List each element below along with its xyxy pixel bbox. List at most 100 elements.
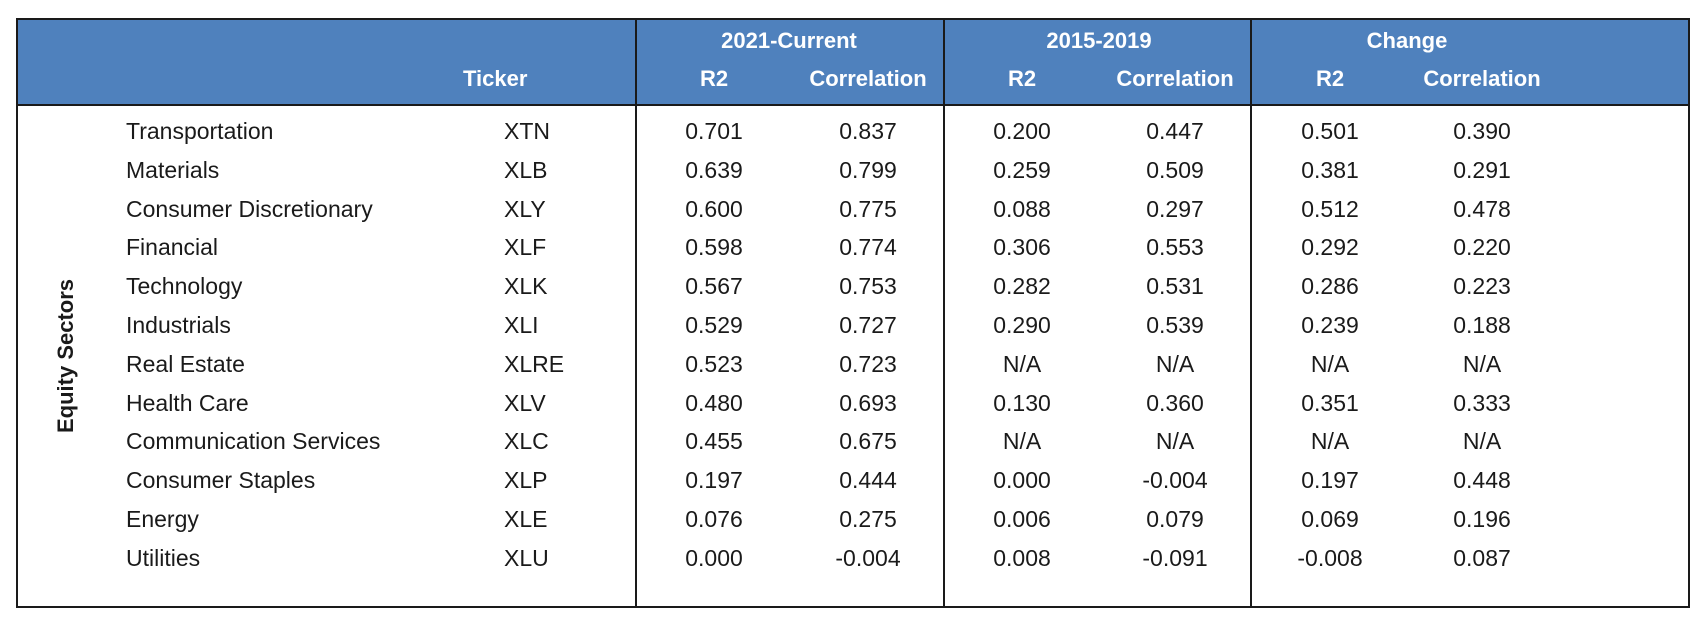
value-2015-correlation: -0.091 bbox=[1142, 544, 1208, 571]
sector-correlation-table: 2021-Current 2015-2019 Change Ticker R2 … bbox=[16, 18, 1690, 608]
value-2015-r2: N/A bbox=[1002, 428, 1042, 455]
subheader-2021-correlation: Correlation bbox=[809, 66, 927, 91]
ticker-cell: XLP bbox=[504, 467, 548, 494]
value-change-correlation: 0.188 bbox=[1453, 312, 1511, 338]
sector-name: Utilities bbox=[126, 544, 201, 571]
table-row: Real Estate XLRE 0.523 0.723 N/A N/A N/A N/A bbox=[18, 343, 1688, 385]
table-row: Transportation XTN 0.701 0.837 0.200 0.447 0.5… bbox=[18, 110, 1688, 152]
ticker-cell: XLC bbox=[504, 428, 549, 455]
value-change-correlation: 0.291 bbox=[1453, 156, 1511, 183]
subheader-2015-correlation: Correlation bbox=[1116, 66, 1234, 91]
value-change-r2: 0.286 bbox=[1301, 273, 1359, 300]
group-header-change: Change bbox=[1366, 28, 1448, 53]
value-2015-r2: 0.006 bbox=[993, 506, 1051, 532]
ticker-cell: XLF bbox=[504, 234, 547, 261]
value-change-correlation: 0.087 bbox=[1453, 544, 1511, 571]
value-2015-r2: 0.290 bbox=[993, 312, 1051, 338]
value-change-correlation: 0.333 bbox=[1453, 389, 1511, 416]
sector-name: Transportation bbox=[126, 118, 274, 144]
subheader-2021-r2: R2 bbox=[699, 66, 729, 91]
value-2015-r2: 0.088 bbox=[993, 195, 1051, 222]
ticker-cell: XLY bbox=[504, 195, 546, 222]
sector-name: Energy bbox=[126, 506, 199, 532]
value-2021-r2: 0.639 bbox=[685, 156, 743, 183]
value-change-r2: 0.069 bbox=[1301, 506, 1359, 532]
subheader-change-r2: R2 bbox=[1315, 66, 1345, 91]
value-2021-r2: 0.567 bbox=[685, 273, 743, 300]
value-2021-correlation: 0.799 bbox=[839, 156, 897, 183]
value-change-correlation: 0.196 bbox=[1453, 506, 1511, 532]
table-row: Consumer Staples XLP 0.197 0.444 0.000 -0.004… bbox=[18, 459, 1688, 501]
sector-name: Consumer Staples bbox=[126, 467, 316, 494]
value-change-r2: 0.501 bbox=[1301, 118, 1359, 144]
value-change-correlation: 0.478 bbox=[1453, 195, 1511, 222]
value-2015-correlation: 0.553 bbox=[1146, 234, 1204, 261]
value-2021-r2: 0.529 bbox=[685, 312, 743, 338]
value-2015-correlation: N/A bbox=[1155, 428, 1195, 455]
header-divider bbox=[18, 104, 1688, 106]
ticker-cell: XTN bbox=[504, 118, 550, 144]
value-2021-correlation: 0.693 bbox=[839, 389, 897, 416]
ticker-cell: XLB bbox=[504, 156, 548, 183]
ticker-cell: XLI bbox=[504, 312, 539, 338]
table-row: Health Care XLV 0.480 0.693 0.130 0.360 0.351 0… bbox=[18, 382, 1688, 424]
value-2015-correlation: 0.447 bbox=[1146, 118, 1204, 144]
sector-name: Consumer Discretionary bbox=[126, 195, 373, 222]
value-change-r2: 0.381 bbox=[1301, 156, 1359, 183]
value-change-r2: N/A bbox=[1310, 350, 1350, 377]
value-2015-correlation: 0.539 bbox=[1146, 312, 1204, 338]
value-change-correlation: 0.390 bbox=[1453, 118, 1511, 144]
table-row: Utilities XLU 0.000 -0.004 0.008 -0.091 -0.008… bbox=[18, 537, 1688, 579]
sector-name: Financial bbox=[126, 234, 219, 261]
value-2015-correlation: 0.509 bbox=[1146, 156, 1204, 183]
value-2015-correlation: 0.297 bbox=[1146, 195, 1204, 222]
value-change-r2: N/A bbox=[1310, 428, 1350, 455]
ticker-cell: XLK bbox=[504, 273, 548, 300]
subheader-2015-r2: R2 bbox=[1007, 66, 1037, 91]
value-2015-r2: N/A bbox=[1002, 350, 1042, 377]
value-2021-correlation: 0.275 bbox=[839, 506, 897, 532]
value-change-correlation: N/A bbox=[1462, 428, 1502, 455]
value-change-r2: 0.512 bbox=[1301, 195, 1359, 222]
table-row: Consumer Discretionary XLY 0.600 0.775 0.088… bbox=[18, 188, 1688, 230]
sector-name: Industrials bbox=[126, 312, 231, 338]
value-2021-correlation: 0.837 bbox=[839, 118, 897, 144]
value-2021-r2: 0.523 bbox=[685, 350, 743, 377]
value-change-r2: 0.197 bbox=[1301, 467, 1359, 494]
value-2021-correlation: 0.753 bbox=[839, 273, 897, 300]
value-change-correlation: 0.223 bbox=[1453, 273, 1511, 300]
value-2021-correlation: 0.774 bbox=[839, 234, 897, 261]
ticker-cell: XLV bbox=[504, 389, 546, 416]
value-change-correlation: N/A bbox=[1462, 350, 1502, 377]
ticker-cell: XLU bbox=[504, 544, 549, 571]
value-2021-r2: 0.197 bbox=[685, 467, 743, 494]
value-2015-r2: 0.282 bbox=[993, 273, 1051, 300]
value-change-correlation: 0.448 bbox=[1453, 467, 1511, 494]
value-2015-r2: 0.200 bbox=[993, 118, 1051, 144]
table-row: Communication Services XLC 0.455 0.675 N/A N/… bbox=[18, 420, 1688, 462]
table-row: Industrials XLI 0.529 0.727 0.290 0.539 0.239 0… bbox=[18, 304, 1688, 346]
value-2021-r2: 0.000 bbox=[685, 544, 743, 571]
value-change-r2: 0.292 bbox=[1301, 234, 1359, 261]
subheader-change-correlation: Correlation bbox=[1423, 66, 1541, 91]
value-2021-r2: 0.701 bbox=[685, 118, 743, 144]
value-2015-r2: 0.306 bbox=[993, 234, 1051, 261]
value-2015-correlation: 0.079 bbox=[1146, 506, 1204, 532]
divider-2015 bbox=[943, 20, 945, 606]
value-2021-correlation: 0.727 bbox=[839, 312, 897, 338]
value-2015-r2: 0.130 bbox=[993, 389, 1051, 416]
group-header-2015-2019: 2015-2019 bbox=[1046, 28, 1152, 53]
table-header: 2021-Current 2015-2019 Change Ticker R2 … bbox=[18, 20, 1688, 106]
value-2021-correlation: 0.675 bbox=[839, 428, 897, 455]
ticker-cell: XLRE bbox=[504, 350, 565, 377]
value-2015-r2: 0.000 bbox=[993, 467, 1051, 494]
value-2021-correlation: -0.004 bbox=[835, 544, 901, 571]
value-2015-correlation: -0.004 bbox=[1142, 467, 1208, 494]
value-2015-correlation: N/A bbox=[1155, 350, 1195, 377]
value-change-r2: 0.239 bbox=[1301, 312, 1359, 338]
ticker-header: Ticker bbox=[463, 66, 528, 91]
sector-name: Communication Services bbox=[126, 428, 381, 455]
value-2015-correlation: 0.531 bbox=[1146, 273, 1204, 300]
sector-name: Materials bbox=[126, 156, 220, 183]
value-2021-r2: 0.598 bbox=[685, 234, 743, 261]
